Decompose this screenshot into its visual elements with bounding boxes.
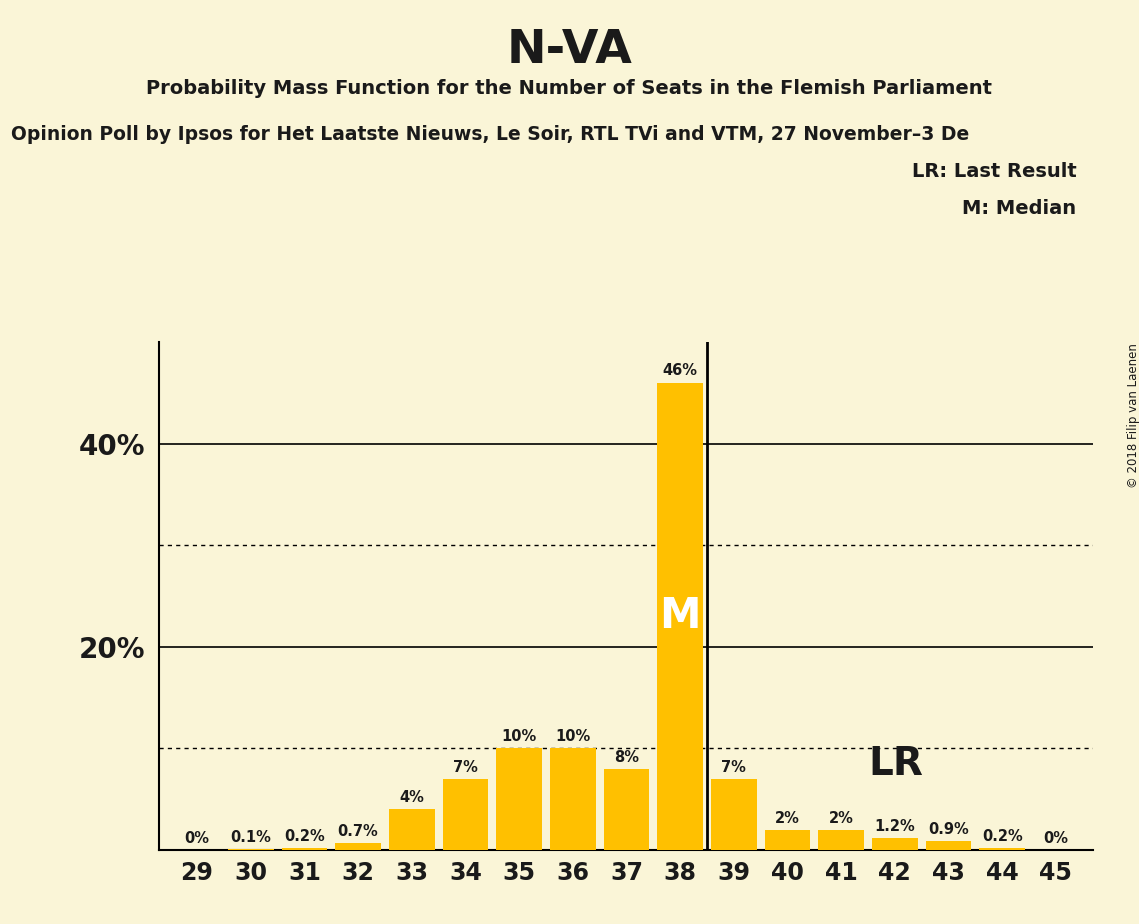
Bar <box>443 779 489 850</box>
Bar <box>872 838 918 850</box>
Text: 2%: 2% <box>775 810 800 826</box>
Text: 10%: 10% <box>501 729 536 745</box>
Text: 1.2%: 1.2% <box>875 819 916 833</box>
Bar <box>657 383 703 850</box>
Text: 0.7%: 0.7% <box>337 824 378 839</box>
Text: 0.2%: 0.2% <box>982 829 1023 844</box>
Text: Probability Mass Function for the Number of Seats in the Flemish Parliament: Probability Mass Function for the Number… <box>147 79 992 98</box>
Text: 7%: 7% <box>453 760 478 775</box>
Bar <box>228 849 273 850</box>
Text: N-VA: N-VA <box>507 28 632 73</box>
Text: 4%: 4% <box>400 790 424 806</box>
Text: M: M <box>659 595 700 638</box>
Text: 2%: 2% <box>829 810 853 826</box>
Text: 0.1%: 0.1% <box>230 830 271 845</box>
Text: M: Median: M: Median <box>962 199 1076 218</box>
Text: 10%: 10% <box>555 729 590 745</box>
Bar <box>980 848 1025 850</box>
Text: 0%: 0% <box>185 831 210 846</box>
Bar <box>926 841 972 850</box>
Text: 7%: 7% <box>721 760 746 775</box>
Text: 0.2%: 0.2% <box>284 829 325 844</box>
Bar <box>281 848 327 850</box>
Text: © 2018 Filip van Laenen: © 2018 Filip van Laenen <box>1126 344 1139 488</box>
Bar <box>497 748 542 850</box>
Bar <box>764 830 810 850</box>
Bar <box>550 748 596 850</box>
Text: 8%: 8% <box>614 749 639 765</box>
Bar <box>604 769 649 850</box>
Bar <box>388 809 435 850</box>
Bar <box>818 830 865 850</box>
Text: LR: LR <box>868 745 923 783</box>
Text: 0.9%: 0.9% <box>928 821 969 837</box>
Text: 46%: 46% <box>663 363 697 379</box>
Text: 0%: 0% <box>1043 831 1068 846</box>
Text: Opinion Poll by Ipsos for Het Laatste Nieuws, Le Soir, RTL TVi and VTM, 27 Novem: Opinion Poll by Ipsos for Het Laatste Ni… <box>11 125 969 144</box>
Bar <box>711 779 756 850</box>
Text: LR: Last Result: LR: Last Result <box>911 162 1076 181</box>
Bar <box>335 843 380 850</box>
